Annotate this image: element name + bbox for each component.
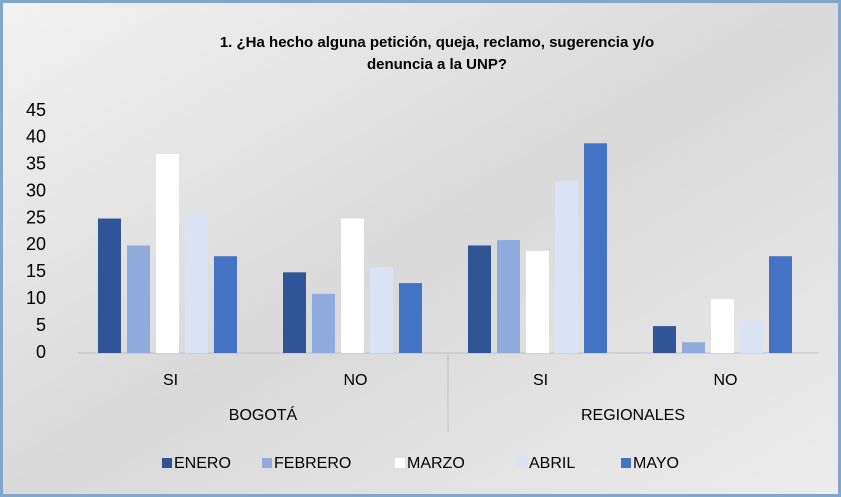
y-tick-label: 15 bbox=[26, 261, 46, 281]
bar bbox=[312, 293, 335, 353]
bar bbox=[497, 240, 520, 353]
chart-title: 1. ¿Ha hecho alguna petición, queja, rec… bbox=[220, 34, 654, 51]
legend-swatch bbox=[621, 458, 631, 468]
bar bbox=[555, 180, 578, 353]
y-tick-label: 30 bbox=[26, 180, 46, 200]
bar bbox=[127, 245, 150, 353]
legend-swatch bbox=[517, 458, 527, 468]
bar bbox=[526, 250, 549, 353]
bar bbox=[156, 154, 179, 353]
bar bbox=[185, 213, 208, 353]
legend-label: ENERO bbox=[174, 455, 231, 472]
y-tick-label: 0 bbox=[36, 342, 46, 362]
legend-swatch bbox=[162, 458, 172, 468]
legend-swatch bbox=[395, 458, 405, 468]
bar bbox=[584, 143, 607, 353]
chart-title: denuncia a la UNP? bbox=[367, 56, 507, 73]
y-tick-label: 40 bbox=[26, 127, 46, 147]
bar bbox=[283, 272, 306, 353]
legend-label: FEBRERO bbox=[274, 455, 351, 472]
x-tick-label: NO bbox=[344, 372, 368, 389]
bar bbox=[682, 342, 705, 353]
x-tick-label: SI bbox=[163, 372, 178, 389]
legend-label: MAYO bbox=[633, 455, 679, 472]
y-tick-label: 45 bbox=[26, 100, 46, 120]
y-tick-label: 25 bbox=[26, 207, 46, 227]
group-label: REGIONALES bbox=[581, 407, 685, 424]
x-tick-label: SI bbox=[533, 372, 548, 389]
bar bbox=[341, 218, 364, 353]
y-tick-label: 20 bbox=[26, 234, 46, 254]
x-tick-label: NO bbox=[714, 372, 738, 389]
bar bbox=[653, 326, 676, 353]
y-tick-label: 10 bbox=[26, 288, 46, 308]
bar bbox=[370, 266, 393, 353]
bar bbox=[98, 218, 121, 353]
bar bbox=[711, 299, 734, 353]
bar bbox=[399, 283, 422, 353]
y-tick-label: 5 bbox=[36, 315, 46, 335]
bar bbox=[769, 256, 792, 353]
legend-swatch bbox=[262, 458, 272, 468]
legend-label: MARZO bbox=[407, 455, 465, 472]
bar bbox=[740, 320, 763, 353]
group-label: BOGOTÁ bbox=[229, 405, 298, 424]
legend-label: ABRIL bbox=[529, 455, 575, 472]
y-tick-label: 35 bbox=[26, 154, 46, 174]
bar bbox=[214, 256, 237, 353]
bar bbox=[468, 245, 491, 353]
